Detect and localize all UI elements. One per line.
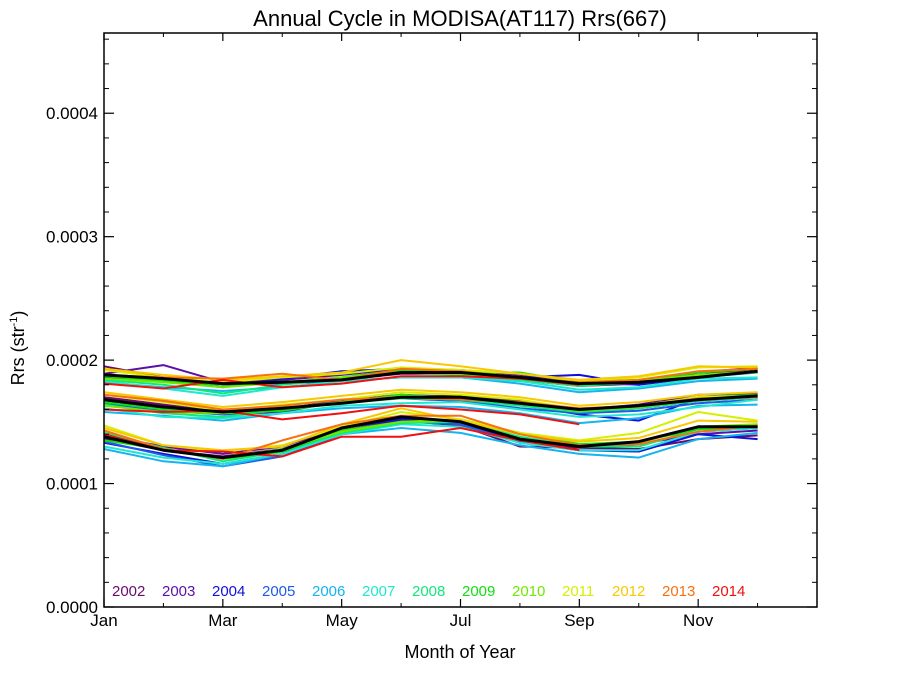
legend-item-2007: 2007 bbox=[362, 583, 395, 600]
series-line-2014-lower bbox=[103, 427, 580, 458]
x-tick-label: Mar bbox=[208, 611, 238, 630]
series-line-2007-middle bbox=[103, 398, 758, 420]
legend-item-2002: 2002 bbox=[112, 583, 145, 600]
x-tick-label: Nov bbox=[683, 611, 714, 630]
y-axis-title-tail: ) bbox=[8, 311, 28, 317]
series-line-2012-middle bbox=[103, 388, 758, 408]
plot-area bbox=[104, 33, 817, 607]
plot-background bbox=[104, 33, 817, 607]
legend-item-2004: 2004 bbox=[212, 583, 245, 600]
legend-item-2008: 2008 bbox=[412, 583, 445, 600]
mean-line-lower bbox=[103, 415, 758, 460]
legend-item-2005: 2005 bbox=[262, 583, 295, 600]
legend-item-2003: 2003 bbox=[162, 583, 195, 600]
x-tick-label: May bbox=[326, 611, 359, 630]
series-line-2006-middle bbox=[103, 403, 758, 425]
y-tick-label: 0.0003 bbox=[46, 228, 98, 247]
y-axis-title: Rrs (str-1) bbox=[8, 311, 28, 386]
legend-item-2009: 2009 bbox=[462, 583, 495, 600]
chart-title: Annual Cycle in MODISA(AT117) Rrs(667) bbox=[253, 6, 667, 31]
legend-item-2010: 2010 bbox=[512, 583, 545, 600]
y-tick-label: 0.0001 bbox=[46, 475, 98, 494]
y-tick-label: 0.0000 bbox=[46, 598, 98, 617]
mean-line-upper bbox=[103, 369, 758, 386]
axis-ticks: Jan Mar May Jul Sep Nov 0.0000 0.0001 0.0002 0.00… bbox=[46, 33, 817, 630]
series-line-2006-lower bbox=[103, 427, 758, 468]
series-line-2012-lower bbox=[103, 407, 758, 452]
x-tick-label: Jul bbox=[450, 611, 472, 630]
x-tick-label: Sep bbox=[564, 611, 594, 630]
legend-item-2013: 2013 bbox=[662, 583, 695, 600]
legend-item-2011: 2011 bbox=[562, 583, 594, 600]
y-axis-title-superscript: -1 bbox=[8, 317, 20, 327]
mean-line-middle bbox=[103, 394, 758, 414]
legend-item-2012: 2012 bbox=[612, 583, 645, 600]
series-line-2007-lower bbox=[103, 423, 758, 465]
legend-item-2014: 2014 bbox=[712, 583, 745, 600]
y-tick-label: 0.0002 bbox=[46, 351, 98, 370]
legend: 2002 2003 2004 2005 2006 2007 2008 2009 2010 2011… bbox=[112, 583, 745, 600]
mean-series-layer bbox=[103, 369, 758, 460]
x-tick-label: Jan bbox=[90, 611, 117, 630]
y-tick-label: 0.0004 bbox=[46, 104, 98, 123]
legend-item-2006: 2006 bbox=[312, 583, 345, 600]
series-line-2013-upper bbox=[103, 367, 758, 384]
y-axis-title-main: Rrs (str bbox=[8, 326, 28, 385]
series-line-2007-upper bbox=[103, 376, 758, 397]
series-line-2014-upper bbox=[103, 375, 580, 390]
x-axis-title: Month of Year bbox=[404, 642, 515, 662]
series-line-2014-middle bbox=[103, 404, 580, 426]
series-line-2008-lower bbox=[103, 420, 758, 463]
